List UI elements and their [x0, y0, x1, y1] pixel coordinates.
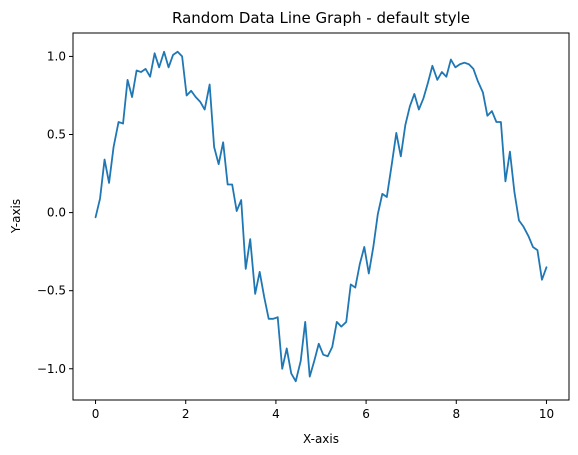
x-axis-label: X-axis: [303, 432, 339, 446]
y-tick-label: −1.0: [37, 362, 66, 376]
y-tick-label: 0.5: [47, 128, 66, 142]
x-tick-label: 10: [539, 407, 554, 421]
plot-frame: [72, 32, 570, 401]
y-tick-label: 1.0: [47, 49, 66, 63]
chart-title: Random Data Line Graph - default style: [172, 9, 470, 27]
x-tick-label: 8: [452, 407, 460, 421]
x-tick-label: 4: [272, 407, 280, 421]
y-tick-label: 0.0: [47, 206, 66, 220]
x-axis-ticks: 0 2 4 6 8 10: [92, 400, 554, 421]
y-axis-label: Y-axis: [9, 199, 23, 234]
x-tick-label: 2: [182, 407, 190, 421]
x-tick-label: 0: [92, 407, 100, 421]
x-tick-label: 6: [362, 407, 370, 421]
y-tick-label: −0.5: [37, 284, 66, 298]
y-axis-ticks: −1.0 −0.5 0.0 0.5 1.0: [37, 49, 73, 376]
series-line: [94, 50, 548, 383]
